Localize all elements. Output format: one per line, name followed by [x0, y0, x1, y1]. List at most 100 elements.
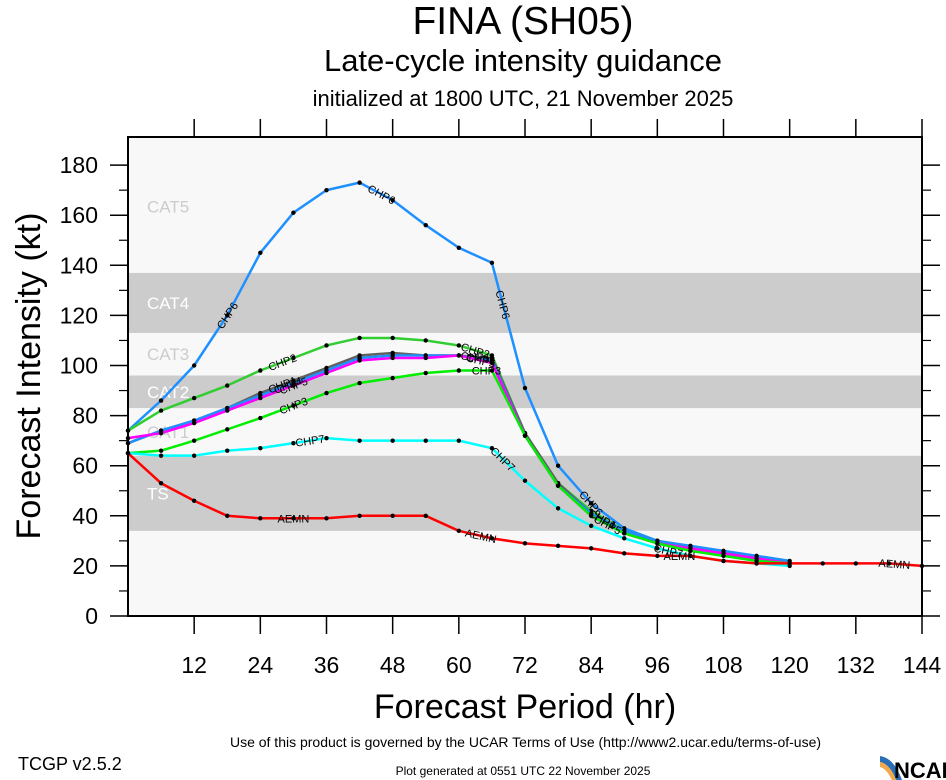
data-point-chp6 — [357, 180, 362, 185]
data-point-chp7 — [588, 523, 594, 529]
data-point-aemn — [622, 551, 627, 556]
data-point-aemn — [754, 561, 759, 566]
data-point-chp2 — [456, 343, 462, 348]
data-point-chp5 — [225, 408, 230, 413]
data-point-chp7 — [423, 438, 428, 443]
x-tick-label: 48 — [380, 652, 406, 678]
data-point-chp5 — [357, 358, 362, 363]
data-point-chp6 — [191, 363, 197, 368]
y-tick-label: 160 — [60, 202, 98, 228]
y-tick-label: 20 — [72, 553, 98, 579]
series-lines — [125, 180, 925, 569]
series-label-aemn: AEMN — [278, 513, 310, 525]
data-point-chp7 — [258, 445, 263, 451]
data-point-aemn — [291, 516, 296, 521]
data-point-chp7 — [489, 445, 495, 451]
data-point-chp6 — [522, 385, 528, 391]
data-point-chp3 — [489, 368, 495, 373]
data-point-chp5 — [291, 383, 296, 388]
data-point-chp2 — [191, 395, 197, 401]
ncar-logo: NCAR — [880, 756, 946, 780]
data-point-aemn — [820, 561, 825, 566]
data-point-chp6 — [489, 260, 495, 265]
data-point-aemn — [489, 536, 495, 541]
x-tick-label: 12 — [181, 652, 207, 678]
data-point-aemn — [522, 541, 528, 546]
data-point-chp2 — [258, 368, 263, 373]
data-point-aemn — [886, 561, 892, 566]
x-axis-title: Forecast Period (hr) — [374, 688, 676, 726]
data-point-chp2 — [423, 338, 428, 343]
series-label-chp3: CHP3 — [472, 366, 501, 378]
data-point-aemn — [191, 498, 197, 503]
data-point-chp5 — [258, 395, 263, 401]
data-point-chp7 — [357, 438, 362, 443]
band-cat4 — [128, 272, 922, 333]
data-point-chp5 — [191, 420, 197, 426]
init-time: initialized at 1800 UTC, 21 November 202… — [312, 86, 734, 111]
generated-time: Plot generated at 0551 UTC 22 November 2… — [395, 764, 651, 778]
data-point-chp3 — [158, 448, 164, 453]
data-point-chp6 — [423, 223, 428, 228]
data-point-aemn — [588, 546, 594, 551]
data-point-chp7 — [622, 536, 627, 541]
terms-of-use: Use of this product is governed by the U… — [229, 734, 822, 750]
data-point-chp5 — [456, 353, 462, 358]
data-point-aemn — [555, 543, 561, 549]
data-point-chp7 — [456, 438, 462, 443]
data-point-chp3 — [324, 390, 329, 396]
chart-title: FINA (SH05) — [412, 0, 634, 43]
chart-subtitle: Late-cycle intensity guidance — [323, 43, 723, 78]
series-label-chp1: CHP1 — [460, 351, 490, 365]
axes: 0 20 40 60 80 100 120 140 160 180 12 24 36 48 60 72 84 96… — [60, 119, 942, 678]
data-point-chp7 — [291, 440, 296, 446]
data-point-chp7 — [191, 453, 197, 458]
data-point-chp5 — [390, 355, 395, 361]
data-point-chp3 — [555, 483, 561, 488]
data-point-chp7 — [555, 506, 561, 511]
data-point-aemn — [688, 553, 693, 559]
band-label-cat3: CAT3 — [147, 345, 189, 364]
band-label-ts: TS — [147, 484, 169, 503]
data-point-aemn — [390, 513, 395, 518]
data-point-chp6 — [324, 187, 329, 193]
category-bands — [128, 137, 922, 616]
data-point-aemn — [456, 528, 462, 534]
data-point-chp5 — [324, 370, 329, 376]
data-point-chp6 — [158, 398, 164, 403]
data-point-chp7 — [225, 448, 230, 453]
data-point-aemn — [655, 553, 660, 559]
data-point-chp7 — [324, 435, 329, 441]
x-tick-label: 96 — [645, 652, 671, 678]
x-tick-label: 120 — [770, 652, 808, 678]
data-point-aemn — [357, 513, 362, 518]
data-point-chp3 — [655, 541, 660, 546]
data-point-chp7 — [655, 546, 660, 551]
data-point-chp3 — [721, 553, 726, 559]
y-tick-label: 100 — [60, 353, 98, 379]
x-tick-label: 132 — [837, 652, 875, 678]
version-label: TCGP v2.5.2 — [18, 754, 122, 774]
data-point-chp6 — [456, 245, 462, 250]
data-point-chp5 — [158, 430, 164, 436]
series-label-aemn: AEMN — [663, 551, 695, 563]
y-tick-label: 120 — [60, 302, 98, 328]
series-label-chp4: CHP4 — [465, 352, 496, 368]
data-point-chp3 — [688, 548, 693, 554]
data-point-chp5 — [489, 360, 495, 366]
data-point-aemn — [158, 481, 164, 486]
x-tick-label: 72 — [512, 652, 538, 678]
series-label-chp7: CHP7 — [295, 434, 326, 450]
x-tick-label: 36 — [314, 652, 340, 678]
y-tick-label: 140 — [60, 252, 98, 278]
data-point-chp3 — [390, 375, 395, 381]
y-axis-title: Forecast Intensity (kt) — [10, 213, 48, 540]
band-label-cat4: CAT4 — [147, 294, 189, 313]
ncar-text: NCAR — [894, 758, 946, 780]
x-tick-label: 144 — [903, 652, 942, 678]
series-label-aemn: AEMN — [878, 558, 911, 572]
data-point-chp2 — [291, 355, 296, 361]
data-point-aemn — [225, 513, 230, 518]
y-tick-label: 0 — [85, 603, 98, 629]
